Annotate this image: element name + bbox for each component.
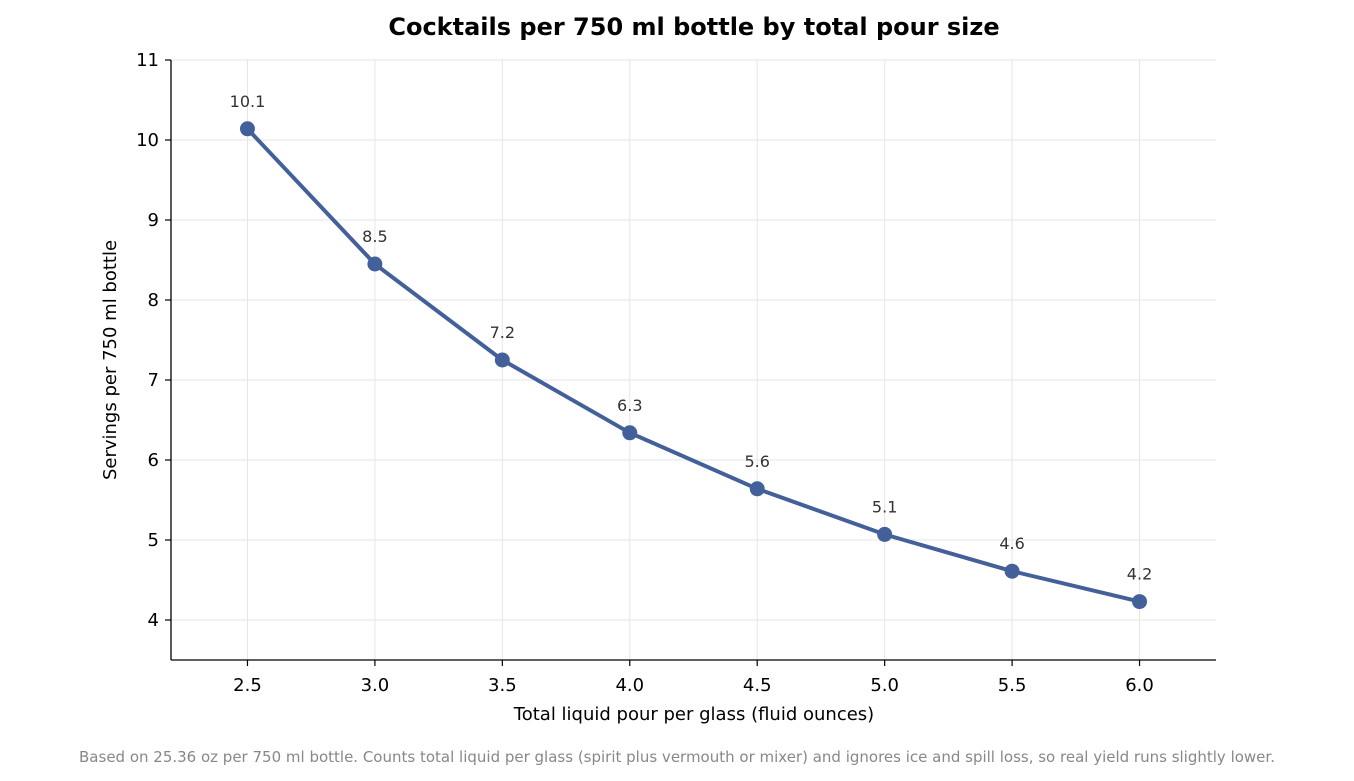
data-points — [239, 121, 1148, 610]
data-point — [367, 256, 383, 272]
data-point — [239, 121, 255, 137]
data-point — [1004, 563, 1020, 579]
data-point — [749, 481, 765, 497]
data-point — [877, 526, 893, 542]
x-tick-label: 3.5 — [488, 675, 517, 696]
data-label: 4.2 — [1127, 565, 1152, 584]
data-point — [494, 352, 510, 368]
chart-title: Cocktails per 750 ml bottle by total pou… — [388, 13, 999, 41]
data-label: 10.1 — [230, 92, 266, 111]
x-tick-label: 5.5 — [998, 675, 1027, 696]
x-tick-label: 3.0 — [361, 675, 390, 696]
y-tick-label: 8 — [148, 290, 159, 311]
x-gridlines — [246, 60, 1141, 660]
data-label: 6.3 — [617, 396, 642, 415]
data-label: 4.6 — [999, 534, 1024, 553]
y-axis-label: Servings per 750 ml bottle — [100, 240, 121, 480]
x-ticks: 2.5 3.0 3.5 4.0 4.5 5.0 5.5 6.0 — [233, 660, 1154, 696]
y-gridlines — [171, 59, 1216, 621]
y-tick-label: 4 — [148, 610, 159, 631]
y-tick-label: 5 — [148, 530, 159, 551]
y-tick-label: 9 — [148, 210, 159, 231]
y-tick-label: 10 — [136, 130, 159, 151]
data-point — [1132, 594, 1148, 610]
y-tick-label: 6 — [148, 450, 159, 471]
x-tick-label: 2.5 — [233, 675, 262, 696]
data-label: 5.1 — [872, 497, 897, 516]
series-line — [245, 126, 1142, 604]
y-tick-label: 11 — [136, 50, 159, 71]
y-tick-label: 7 — [148, 370, 159, 391]
x-tick-label: 5.0 — [870, 675, 899, 696]
data-labels: 10.1 8.5 7.2 6.3 5.6 5.1 4.6 4.2 — [230, 92, 1153, 584]
data-point — [622, 425, 638, 441]
x-tick-label: 6.0 — [1125, 675, 1154, 696]
x-axis-label: Total liquid pour per glass (fluid ounce… — [513, 704, 874, 725]
x-tick-label: 4.5 — [743, 675, 772, 696]
x-tick-label: 4.0 — [615, 675, 644, 696]
data-label: 5.6 — [744, 452, 769, 471]
data-label: 8.5 — [362, 227, 387, 246]
data-label: 7.2 — [490, 323, 515, 342]
chart-footnote: Based on 25.36 oz per 750 ml bottle. Cou… — [79, 748, 1275, 766]
y-ticks: 4 5 6 7 8 9 10 11 — [136, 50, 171, 631]
